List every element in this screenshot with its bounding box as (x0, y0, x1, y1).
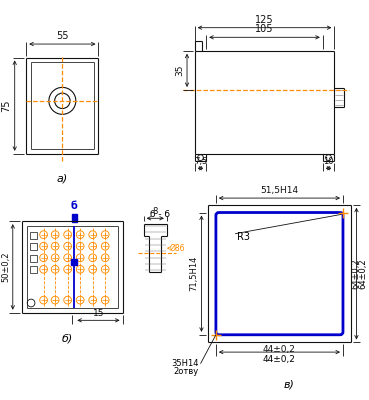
Text: 44±0,2: 44±0,2 (263, 355, 296, 364)
Bar (30, 266, 37, 273)
Text: 51,5H14: 51,5H14 (261, 186, 299, 195)
Text: 15: 15 (93, 310, 104, 318)
Text: 105: 105 (255, 24, 274, 34)
Text: 64±0,2: 64±0,2 (351, 258, 360, 289)
Bar (72, 214, 77, 222)
Text: 44±0,2: 44±0,2 (263, 345, 296, 354)
Text: 75: 75 (1, 100, 11, 112)
Text: а): а) (57, 173, 68, 183)
Bar (30, 232, 37, 238)
Text: 2отву: 2отву (173, 367, 199, 376)
Text: б: б (71, 200, 78, 210)
Text: в): в) (284, 379, 294, 389)
Text: 35: 35 (175, 65, 184, 76)
Text: 7,5: 7,5 (194, 157, 207, 166)
Text: б): б) (62, 334, 73, 344)
Text: б - б: б - б (150, 210, 170, 219)
Text: 8: 8 (152, 207, 158, 216)
Text: 64±0,2: 64±0,2 (358, 258, 368, 289)
Text: 125: 125 (255, 15, 274, 25)
Bar (30, 255, 37, 262)
Text: 10: 10 (323, 157, 334, 166)
Text: 50±0,2: 50±0,2 (1, 252, 10, 282)
Bar (30, 243, 37, 250)
Text: 71,5H14: 71,5H14 (190, 256, 199, 291)
Text: Ø86: Ø86 (170, 244, 185, 253)
Text: 55: 55 (56, 31, 69, 41)
Text: 35H14: 35H14 (171, 359, 199, 368)
Text: R3: R3 (237, 232, 250, 242)
